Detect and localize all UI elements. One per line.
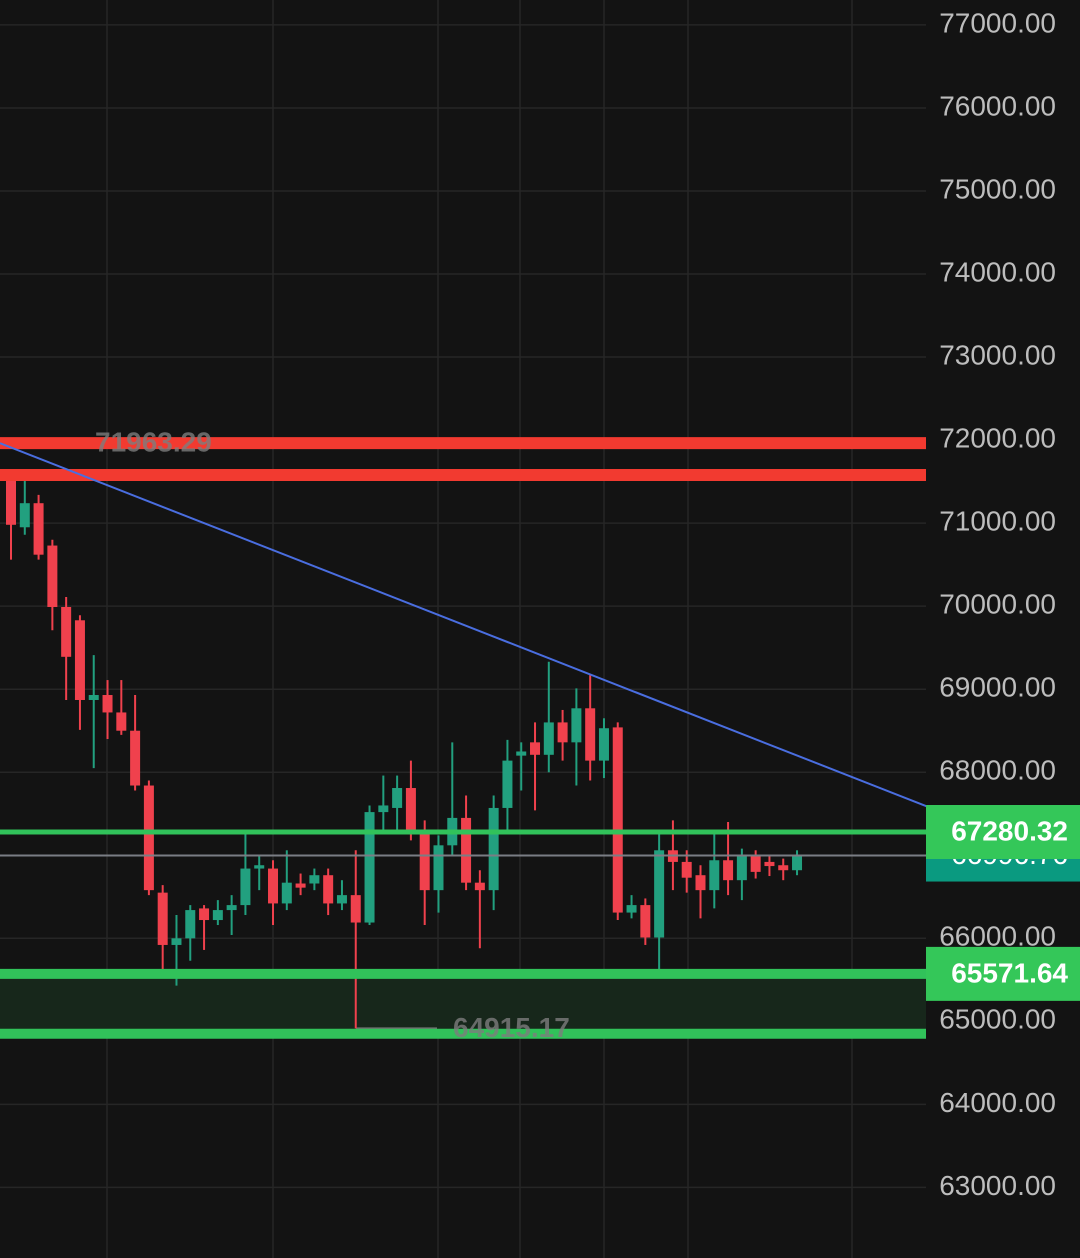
candle-body [309,875,320,884]
y-tick-label: 74000.00 [939,256,1056,287]
candle-body [405,788,416,833]
y-tick-label: 75000.00 [939,173,1056,204]
y-tick-label: 66000.00 [939,921,1056,952]
candle-body [364,812,375,923]
candle-body [130,730,141,786]
candle-body [654,850,665,938]
candle-body [681,861,692,878]
candle-body [295,883,306,888]
candle-body [74,620,85,700]
candle-body [474,882,485,891]
candle-body [240,868,251,906]
candle-body [116,712,127,731]
candle-body [47,545,58,607]
candle-body [723,860,734,881]
candle-body [171,938,182,945]
level-price-box [926,804,1080,859]
candle-body [598,728,609,761]
candle-body [268,868,279,904]
support-zone [0,973,926,1034]
candle-body [323,875,334,904]
y-tick-label: 71000.00 [939,506,1056,537]
candle-body [516,751,527,756]
candle-body [6,479,16,525]
y-tick-label: 76000.00 [939,90,1056,121]
candle-body [557,722,568,743]
candle-body [350,895,361,923]
candle-body [88,695,99,700]
candle-body [695,875,706,891]
candle-body [626,905,637,913]
candle-body [378,805,389,813]
y-tick-label: 73000.00 [939,339,1056,370]
candle-body [143,785,154,891]
candle-body [281,882,292,904]
trendline [0,442,928,808]
candle-body [212,910,223,921]
y-tick-label: 64000.00 [939,1087,1056,1118]
candle-body [61,606,72,657]
candle-body [792,855,803,871]
candle-body [778,865,789,871]
candle-body [461,817,472,883]
candle-body [502,760,513,808]
candle-body [157,892,168,945]
candle-body [433,845,444,891]
low-annotation: 64915.17 [453,1012,570,1043]
candle-body [226,905,237,911]
candle-body [612,727,623,913]
candle-body [392,788,403,808]
y-tick-label: 63000.00 [939,1170,1056,1201]
y-tick-label: 70000.00 [939,589,1056,620]
candle-body [336,895,347,904]
candle-body [102,695,113,713]
high-annotation: 71963.29 [95,427,212,458]
level-price-label: 65571.64 [951,957,1068,988]
candle-body [709,860,720,891]
level-price-box [926,946,1080,1001]
candle-body [543,722,554,755]
candle-body [640,905,651,938]
candle-body [33,503,44,555]
candle-body [736,855,747,881]
candle-body [254,865,265,869]
vertical-grid [106,0,853,1258]
candle-body [764,861,775,867]
candle-body [185,910,196,939]
candle-body [571,708,582,743]
y-tick-label: 68000.00 [939,755,1056,786]
level-price-label: 67280.32 [951,815,1068,846]
y-tick-label: 65000.00 [939,1004,1056,1035]
y-tick-label: 77000.00 [939,7,1056,38]
candle-body [199,908,210,921]
candle-body [530,742,541,755]
candle-body [419,832,430,891]
candle-body [488,807,499,891]
y-tick-label: 69000.00 [939,672,1056,703]
candle-body [19,503,30,528]
y-tick-label: 72000.00 [939,422,1056,453]
candle-body [750,855,761,872]
candle-body [585,708,596,761]
